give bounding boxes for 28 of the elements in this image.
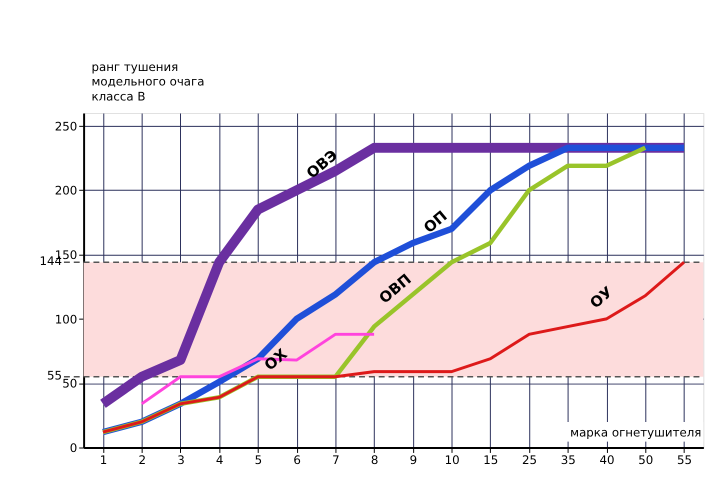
ref-line-label: 55: [46, 368, 62, 383]
x-tick-label: 8: [370, 452, 378, 467]
x-tick-label: 9: [410, 452, 418, 467]
x-tick-label: 7: [332, 452, 340, 467]
x-tick-label: 3: [177, 452, 185, 467]
x-tick-label: 50: [638, 452, 654, 467]
x-tick-label: 6: [293, 452, 301, 467]
text: ОХ: [261, 345, 292, 374]
y-tick-label: 250: [54, 119, 78, 134]
y-tick-label: 100: [54, 312, 78, 326]
x-axis-title: марка огнетушителя: [570, 426, 702, 440]
x-tick-label: 35: [560, 452, 576, 467]
x-tick-label: 5: [254, 452, 262, 467]
x-tick-label: 2: [138, 452, 146, 467]
x-tick-label: 10: [444, 452, 460, 467]
x-tick-label: 15: [483, 452, 498, 467]
x-tick-label: 25: [522, 452, 538, 467]
y-axis-title: ранг тушения модельного очага класса В: [91, 60, 204, 104]
y-tick-label: 50: [62, 376, 78, 391]
line-series: [140, 332, 376, 406]
y-tick-label: 200: [54, 184, 78, 198]
text: ОП: [420, 208, 451, 237]
x-tick-label: 1: [100, 452, 108, 467]
y-tick-label: 0: [70, 440, 78, 455]
text: ОУ: [587, 284, 616, 312]
x-tick-label: 55: [676, 452, 692, 467]
x-tick-label: 40: [599, 452, 615, 467]
x-tick-label: 4: [216, 452, 224, 467]
